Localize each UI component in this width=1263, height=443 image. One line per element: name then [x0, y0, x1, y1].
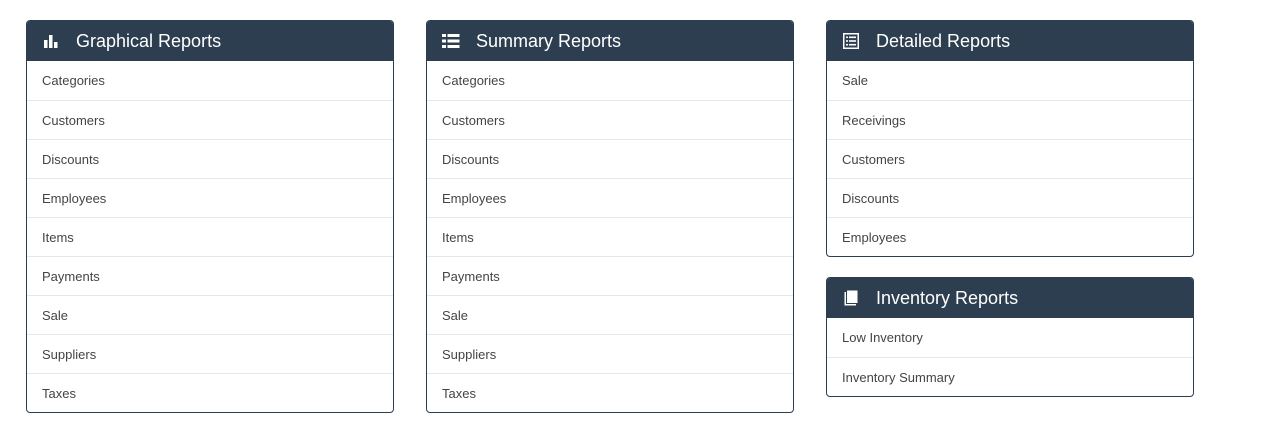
summary-report-customers[interactable]: Customers — [427, 100, 793, 139]
summary-report-suppliers[interactable]: Suppliers — [427, 334, 793, 373]
graphical-report-items[interactable]: Items — [27, 217, 393, 256]
inventory-reports-header: Inventory Reports — [827, 278, 1193, 318]
detailed-report-employees[interactable]: Employees — [827, 217, 1193, 256]
graphical-report-discounts[interactable]: Discounts — [27, 139, 393, 178]
graphical-reports-header: Graphical Reports — [27, 21, 393, 61]
inventory-reports-title: Inventory Reports — [876, 287, 1019, 308]
summary-report-discounts[interactable]: Discounts — [427, 139, 793, 178]
detailed-reports-header: Detailed Reports — [827, 21, 1193, 61]
summary-reports-panel: Summary Reports Categories Customers Dis… — [426, 20, 794, 413]
summary-report-payments[interactable]: Payments — [427, 256, 793, 295]
graphical-reports-panel: Graphical Reports Categories Customers D… — [26, 20, 394, 413]
detailed-report-sale[interactable]: Sale — [842, 73, 869, 88]
summary-reports-header: Summary Reports — [427, 21, 793, 61]
graphical-report-customers[interactable]: Customers — [27, 100, 393, 139]
detailed-reports-title: Detailed Reports — [876, 30, 1011, 51]
summary-reports-list: Categories Customers Discounts Employees… — [427, 61, 793, 412]
summary-report-sale[interactable]: Sale — [427, 295, 793, 334]
inventory-report-low-inventory[interactable]: Low Inventory — [842, 330, 923, 345]
bar-chart-icon — [42, 32, 60, 50]
graphical-reports-title: Graphical Reports — [76, 30, 222, 51]
summary-report-taxes[interactable]: Taxes — [427, 373, 793, 412]
graphical-report-sale[interactable]: Sale — [27, 295, 393, 334]
detailed-report-discounts[interactable]: Discounts — [827, 178, 1193, 217]
list-icon — [442, 32, 460, 50]
inventory-report-inventory-summary[interactable]: Inventory Summary — [827, 357, 1193, 396]
detailed-report-customers[interactable]: Customers — [827, 139, 1193, 178]
inventory-reports-panel: Inventory Reports Low Inventory Inventor… — [826, 277, 1194, 397]
graphical-reports-list: Categories Customers Discounts Employees… — [27, 61, 393, 412]
summary-reports-title: Summary Reports — [476, 30, 622, 51]
detailed-reports-list: Sale Receivings Customers Discounts Empl… — [827, 61, 1193, 256]
graphical-report-suppliers[interactable]: Suppliers — [27, 334, 393, 373]
summary-report-employees[interactable]: Employees — [427, 178, 793, 217]
inventory-reports-list: Low Inventory Inventory Summary — [827, 318, 1193, 396]
list-alt-icon — [842, 32, 860, 50]
detailed-report-receivings[interactable]: Receivings — [827, 100, 1193, 139]
book-icon — [842, 289, 860, 307]
summary-report-items[interactable]: Items — [427, 217, 793, 256]
summary-report-categories[interactable]: Categories — [442, 73, 505, 88]
detailed-reports-panel: Detailed Reports Sale Receivings Custome… — [826, 20, 1194, 257]
graphical-report-categories[interactable]: Categories — [42, 73, 105, 88]
graphical-report-payments[interactable]: Payments — [27, 256, 393, 295]
graphical-report-employees[interactable]: Employees — [27, 178, 393, 217]
graphical-report-taxes[interactable]: Taxes — [27, 373, 393, 412]
